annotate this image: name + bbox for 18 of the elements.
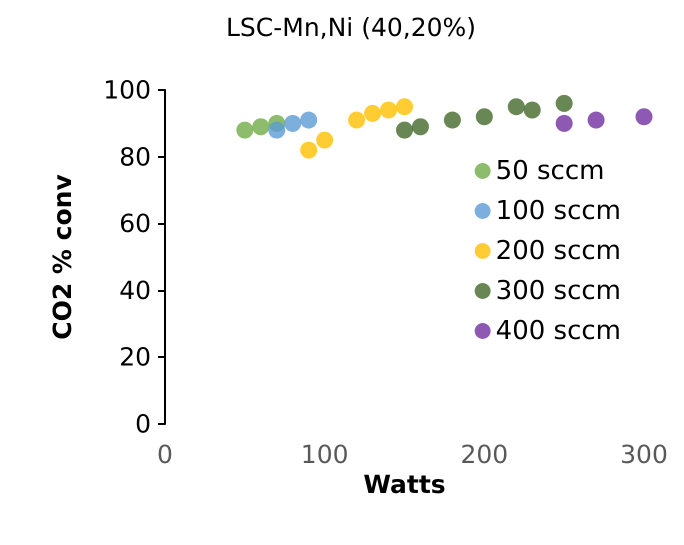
y-tick-label: 80 [119, 142, 151, 172]
chart-title: LSC-Mn,Ni (40,20%) [226, 13, 476, 42]
x-axis-title: Watts [363, 470, 446, 499]
x-tick-label: 0 [157, 440, 173, 469]
y-tick-label: 0 [135, 410, 151, 438]
x-tick-label: 100 [300, 440, 349, 469]
legend-label: 400 sccm [496, 316, 622, 346]
x-tick-label: 300 [620, 440, 668, 469]
y-tick-label: 60 [119, 209, 151, 238]
legend-label: 100 sccm [496, 196, 622, 226]
legend-label: 50 sccm [496, 156, 604, 186]
y-axis-title: CO2 % conv [48, 174, 77, 340]
y-tick-label: 40 [119, 276, 151, 305]
x-tick-label: 200 [460, 440, 508, 469]
y-tick-label: 100 [103, 76, 151, 104]
legend-label: 200 sccm [496, 236, 622, 266]
legend-label: 300 sccm [496, 276, 622, 306]
y-tick-label: 20 [119, 342, 151, 372]
